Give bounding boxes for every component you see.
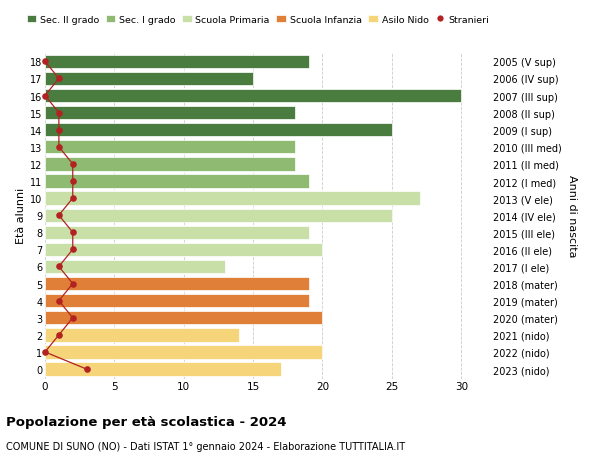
Bar (45, 192, 419, 205)
Bar (45, 56, 308, 69)
Point (40, 93, 50, 100)
Point (68, 246, 77, 253)
Point (68, 195, 77, 202)
Point (54, 127, 64, 134)
Bar (45, 158, 295, 171)
Point (68, 280, 77, 288)
Point (54, 144, 64, 151)
Point (54, 110, 64, 117)
Point (68, 161, 77, 168)
Bar (45, 294, 308, 308)
Point (54, 297, 64, 305)
Point (40, 58, 50, 66)
Point (40, 348, 50, 356)
Point (54, 263, 64, 271)
Text: Popolazione per età scolastica - 2024: Popolazione per età scolastica - 2024 (6, 415, 287, 428)
Bar (45, 346, 323, 359)
Bar (45, 226, 308, 240)
Y-axis label: Anni di nascita: Anni di nascita (568, 174, 577, 257)
Bar (45, 175, 308, 188)
Bar (45, 312, 323, 325)
Bar (45, 243, 323, 257)
Bar (45, 124, 392, 137)
Bar (45, 277, 308, 291)
Bar (45, 260, 226, 274)
Point (68, 178, 77, 185)
Bar (45, 141, 295, 154)
Point (68, 314, 77, 322)
Point (54, 76, 64, 83)
Point (54, 212, 64, 219)
Legend: Sec. II grado, Sec. I grado, Scuola Primaria, Scuola Infanzia, Asilo Nido, Stran: Sec. II grado, Sec. I grado, Scuola Prim… (23, 12, 493, 28)
Text: COMUNE DI SUNO (NO) - Dati ISTAT 1° gennaio 2024 - Elaborazione TUTTITALIA.IT: COMUNE DI SUNO (NO) - Dati ISTAT 1° genn… (6, 441, 405, 451)
Point (82, 366, 91, 373)
Bar (45, 329, 239, 342)
Y-axis label: Età alunni: Età alunni (16, 188, 26, 244)
Bar (45, 106, 295, 120)
Bar (45, 209, 392, 222)
Bar (45, 73, 253, 86)
Point (68, 229, 77, 236)
Bar (45, 363, 281, 376)
Bar (45, 90, 461, 103)
Point (54, 331, 64, 339)
